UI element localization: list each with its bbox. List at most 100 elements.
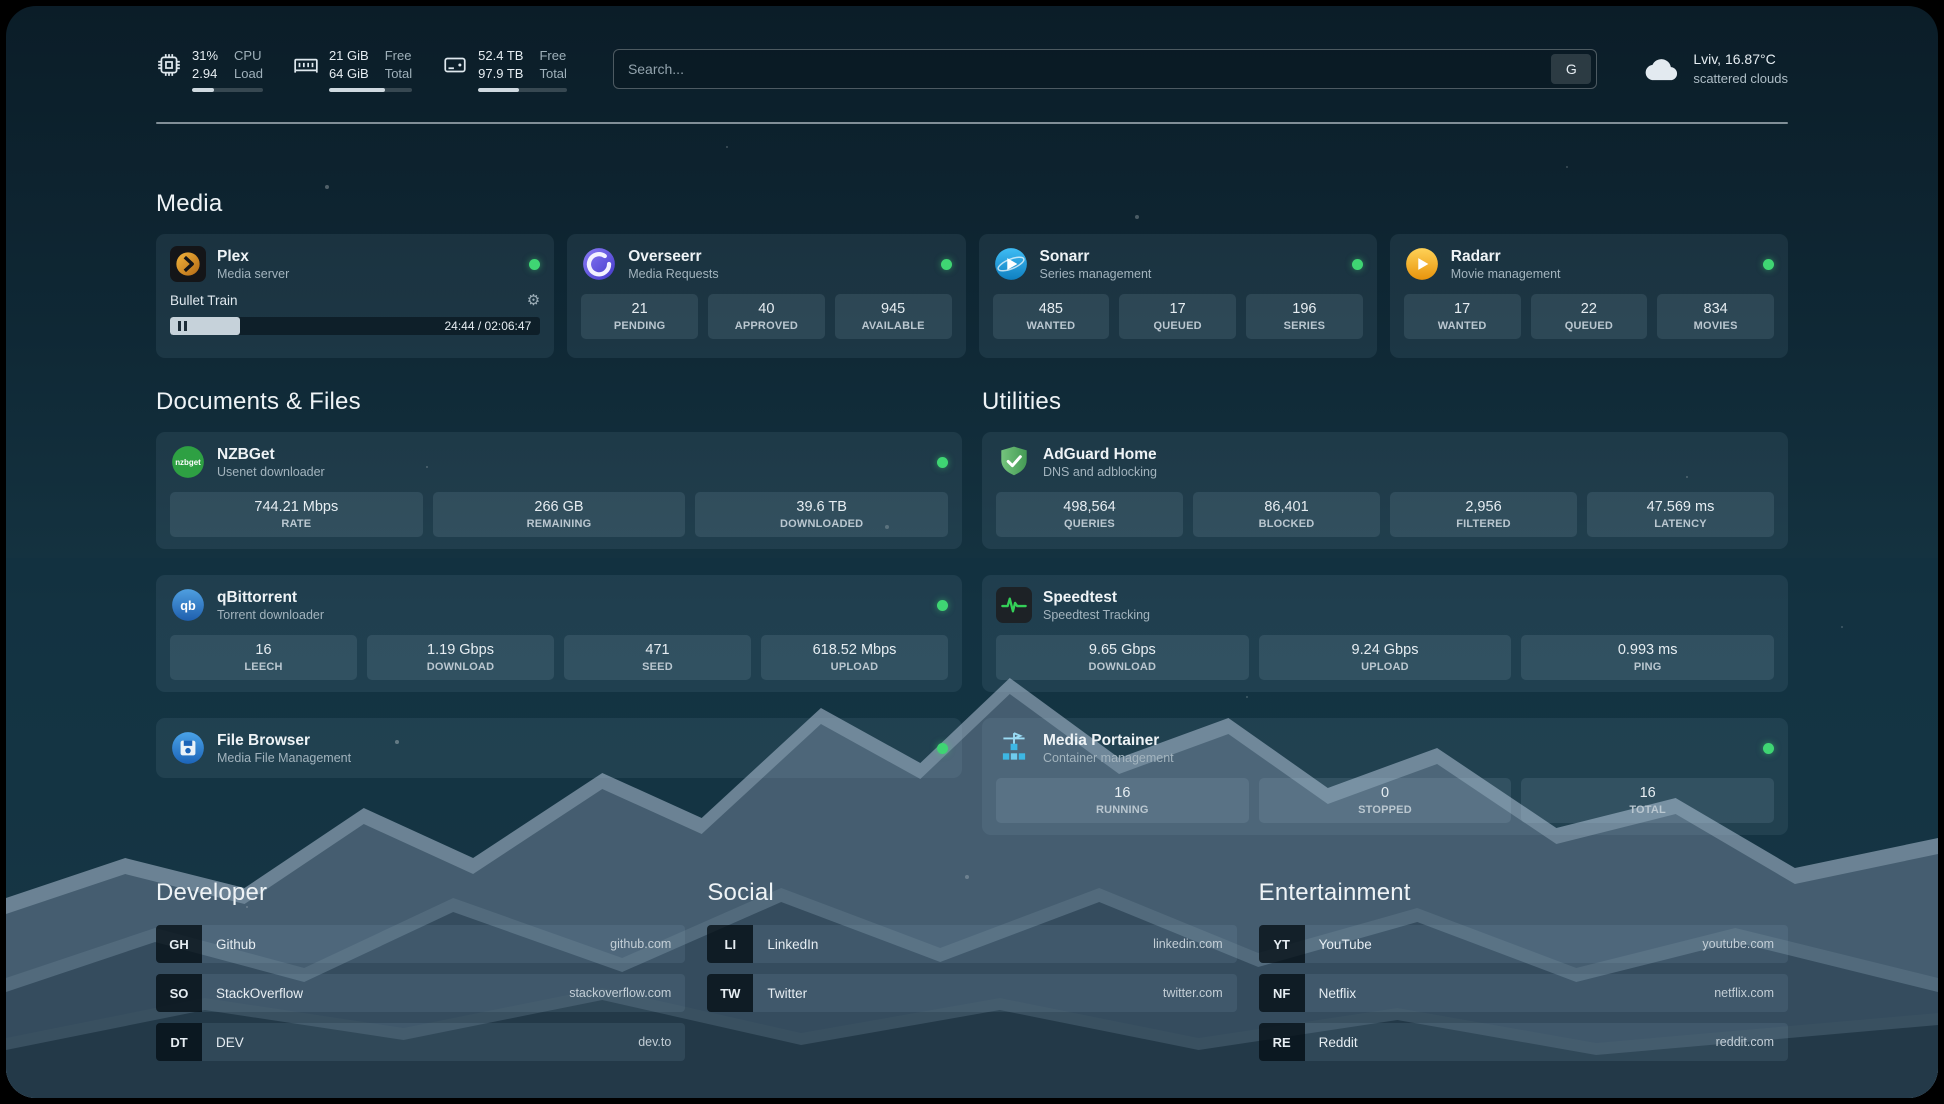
developer-bookmarks: Developer GH Github github.com SO StackOv… xyxy=(156,879,686,1072)
stat-pending: 21 PENDING xyxy=(581,294,698,339)
playback-progress-bar: 24:44 / 02:06:47 xyxy=(170,317,541,335)
ram-free-value: 21 GiB xyxy=(328,47,369,63)
social-bookmarks: Social LI LinkedIn linkedin.com TW Twitte… xyxy=(707,879,1237,1072)
ram-progress-bar xyxy=(328,87,413,92)
section-title-developer: Developer xyxy=(156,879,268,906)
section-title-social: Social xyxy=(707,879,774,906)
disk-free-value: 52.4 TB xyxy=(478,47,524,63)
service-name: File Browser xyxy=(217,731,311,749)
stat-download: 1.19 Gbps DOWNLOAD xyxy=(367,635,554,680)
bookmark-name: Twitter xyxy=(767,985,808,1001)
service-subtitle: Torrent downloader xyxy=(217,607,325,622)
bookmark-url: stackoverflow.com xyxy=(569,986,672,1000)
cpu-metric: 31% CPU 2.94 Load xyxy=(156,47,263,92)
status-dot xyxy=(940,258,952,270)
cpu-usage-percent: 31% xyxy=(192,47,219,63)
cpu-load-average: 2.94 xyxy=(192,65,218,81)
service-card-nzbget[interactable]: nzbget NZBGet Usenet downloader 744.21 M… xyxy=(156,432,962,549)
disk-metric: 52.4 TB Free 97.9 TB Total xyxy=(442,47,567,92)
service-card-sonarr[interactable]: Sonarr Series management 485 WANTED 17 QUE… xyxy=(978,234,1377,358)
stat-blocked: 86,401 BLOCKED xyxy=(1193,492,1380,537)
stat-remaining: 266 GB REMAINING xyxy=(432,492,686,537)
bookmark-abbr: SO xyxy=(156,974,202,1012)
speedtest-icon xyxy=(996,587,1032,623)
service-card-portainer[interactable]: Media Portainer Container management 16 R… xyxy=(982,718,1788,835)
weather-location-temp: Lviv, 16.87°C xyxy=(1693,51,1776,67)
service-card-adguard[interactable]: AdGuard Home DNS and adblocking 498,564 Q… xyxy=(982,432,1788,549)
service-subtitle: Series management xyxy=(1039,266,1152,281)
portainer-icon xyxy=(996,730,1032,766)
service-subtitle: DNS and adblocking xyxy=(1043,464,1157,479)
nzbget-icon: nzbget xyxy=(170,444,206,480)
service-subtitle: Movie management xyxy=(1450,266,1561,281)
pause-icon[interactable] xyxy=(178,321,187,331)
status-dot xyxy=(937,599,948,611)
bookmark-name: Netflix xyxy=(1318,985,1357,1001)
ram-label-bottom: Total xyxy=(384,65,413,81)
service-subtitle: Media server xyxy=(217,266,290,281)
cloud-icon xyxy=(1643,54,1681,84)
stat-upload: 618.52 Mbps UPLOAD xyxy=(761,635,948,680)
service-card-plex[interactable]: Plex Media server Bullet Train ⚙ 24:44 /… xyxy=(156,234,555,358)
stat-total: 16 TOTAL xyxy=(1521,778,1774,823)
stat-available: 945 AVAILABLE xyxy=(834,294,952,339)
stat-filtered: 2,956 FILTERED xyxy=(1390,492,1577,537)
service-name: NZBGet xyxy=(217,445,275,463)
qbittorrent-icon: qb xyxy=(170,587,206,623)
service-card-speedtest[interactable]: Speedtest Speedtest Tracking 9.65 Gbps DO… xyxy=(982,575,1788,692)
stat-download: 9.65 Gbps DOWNLOAD xyxy=(996,635,1249,680)
playback-time: 24:44 / 02:06:47 xyxy=(444,319,532,333)
overseerr-icon xyxy=(581,246,617,282)
service-card-filebrowser[interactable]: File Browser Media File Management xyxy=(156,718,962,778)
service-subtitle: Container management xyxy=(1043,750,1174,765)
service-name: Radarr xyxy=(1450,247,1501,265)
bookmark-abbr: YT xyxy=(1258,925,1305,963)
search-input[interactable] xyxy=(627,61,1552,77)
bookmark-dev[interactable]: DT DEV dev.to xyxy=(156,1023,686,1061)
bookmark-stackoverflow[interactable]: SO StackOverflow stackoverflow.com xyxy=(156,974,686,1012)
bookmark-linkedin[interactable]: LI LinkedIn linkedin.com xyxy=(707,925,1237,963)
memory-icon xyxy=(293,52,319,78)
top-status-bar: 31% CPU 2.94 Load 21 GiB Free 64 GiB xyxy=(156,40,1788,98)
playback-progress-fill xyxy=(170,317,241,335)
bookmark-url: reddit.com xyxy=(1715,1035,1774,1049)
media-card-grid: Plex Media server Bullet Train ⚙ 24:44 /… xyxy=(156,234,1788,358)
status-dot xyxy=(1763,742,1774,754)
service-card-qbittorrent[interactable]: qb qBittorrent Torrent downloader 16 LEEC… xyxy=(156,575,962,692)
weather-widget: Lviv, 16.87°C scattered clouds xyxy=(1643,50,1788,88)
service-name: Plex xyxy=(217,247,249,265)
service-card-radarr[interactable]: Radarr Movie management 17 WANTED 22 QUEUE… xyxy=(1389,234,1788,358)
gear-icon[interactable]: ⚙ xyxy=(526,292,541,309)
stat-running: 16 RUNNING xyxy=(996,778,1249,823)
stat-stopped: 0 STOPPED xyxy=(1258,778,1512,823)
search-engine-button[interactable]: G xyxy=(1551,54,1592,84)
bookmark-name: StackOverflow xyxy=(216,985,304,1001)
status-dot xyxy=(529,258,541,270)
stat-series: 196 SERIES xyxy=(1246,294,1363,339)
bookmark-youtube[interactable]: YT YouTube youtube.com xyxy=(1258,925,1788,963)
service-subtitle: Media Requests xyxy=(628,266,719,281)
sonarr-icon xyxy=(993,246,1029,282)
svg-text:qb: qb xyxy=(180,599,196,613)
header-divider xyxy=(156,122,1788,124)
status-dot xyxy=(1763,258,1774,270)
bookmark-abbr: DT xyxy=(156,1023,202,1061)
service-card-overseerr[interactable]: Overseerr Media Requests 21 PENDING 40 APP… xyxy=(567,234,966,358)
stat-rate: 744.21 Mbps RATE xyxy=(170,492,423,537)
cpu-label-top: CPU xyxy=(234,47,262,63)
utilities-column: Utilities AdGuard Home DNS and adblockin… xyxy=(982,388,1788,835)
bookmarks-grid: Developer GH Github github.com SO StackOv… xyxy=(156,879,1788,1072)
section-title-utilities: Utilities xyxy=(982,388,1062,415)
search-bar[interactable]: G xyxy=(612,49,1598,89)
bookmark-twitter[interactable]: TW Twitter twitter.com xyxy=(707,974,1237,1012)
bookmark-name: Github xyxy=(216,936,256,952)
service-name: Media Portainer xyxy=(1043,731,1160,749)
bookmark-reddit[interactable]: RE Reddit reddit.com xyxy=(1258,1023,1788,1061)
bookmark-github[interactable]: GH Github github.com xyxy=(156,925,686,963)
adguard-icon xyxy=(996,444,1032,480)
bookmark-name: LinkedIn xyxy=(767,936,819,952)
section-title-entertainment: Entertainment xyxy=(1258,879,1411,906)
bookmark-netflix[interactable]: NF Netflix netflix.com xyxy=(1258,974,1788,1012)
service-subtitle: Media File Management xyxy=(217,750,352,765)
stat-queries: 498,564 QUERIES xyxy=(996,492,1183,537)
